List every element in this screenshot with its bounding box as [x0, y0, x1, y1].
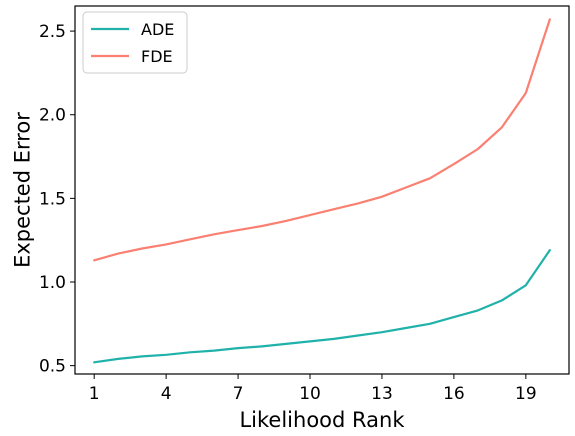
plot-frame [74, 5, 570, 375]
x-tick-label: 4 [161, 384, 172, 404]
x-tick-label: 19 [515, 384, 537, 404]
y-axis: 0.5 1.0 1.5 2.0 2.5 [39, 22, 75, 377]
y-tick-label: 2.5 [39, 22, 66, 42]
y-tick-label: 0.5 [39, 357, 66, 377]
x-axis-label: Likelihood Rank [239, 408, 405, 432]
plot-area [74, 5, 570, 375]
series-line-fde [93, 18, 551, 262]
series-layer [93, 18, 551, 364]
legend-label-fde: FDE [141, 47, 173, 66]
y-tick-label: 1.5 [39, 189, 66, 209]
legend-box [82, 11, 188, 74]
legend: ADE FDE [82, 11, 188, 74]
y-tick-label: 2.0 [39, 106, 66, 126]
x-tick-label: 13 [371, 384, 393, 404]
legend-label-ade: ADE [141, 20, 174, 39]
x-axis: 1 4 7 10 13 16 19 [89, 374, 537, 404]
x-tick-label: 1 [89, 384, 100, 404]
y-tick-label: 1.0 [39, 273, 66, 293]
series-line-ade [93, 249, 551, 364]
y-axis-label: Expected Error [10, 112, 34, 268]
x-tick-label: 16 [443, 384, 465, 404]
x-tick-label: 10 [299, 384, 321, 404]
x-tick-label: 7 [233, 384, 244, 404]
